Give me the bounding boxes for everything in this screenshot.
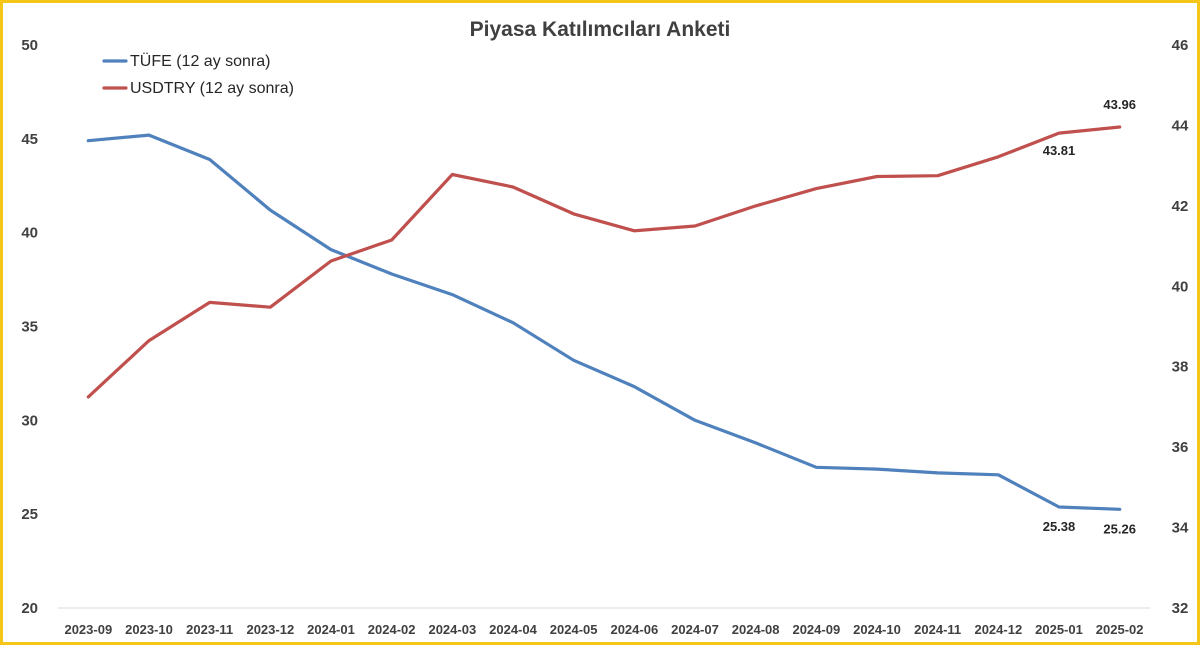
y-right-tick-label: 36 xyxy=(1172,439,1189,456)
x-tick-label: 2024-12 xyxy=(974,622,1022,637)
legend-label: USDTRY (12 ay sonra) xyxy=(130,80,294,97)
x-tick-label: 2024-04 xyxy=(489,622,537,637)
y-right-tick-label: 40 xyxy=(1172,278,1189,295)
y-right-tick-label: 42 xyxy=(1172,198,1189,215)
x-tick-label: 2024-03 xyxy=(428,622,476,637)
x-tick-label: 2024-11 xyxy=(914,622,961,637)
y-left-tick-label: 35 xyxy=(21,319,38,336)
data-label: 43.81 xyxy=(1043,143,1076,158)
y-left-tick-label: 40 xyxy=(21,225,38,242)
x-tick-label: 2025-01 xyxy=(1035,622,1083,637)
y-right-tick-label: 44 xyxy=(1172,117,1189,134)
y-right-tick-label: 46 xyxy=(1172,37,1189,54)
data-label: 25.26 xyxy=(1103,521,1136,536)
x-tick-label: 2024-02 xyxy=(368,622,416,637)
y-right-tick-label: 32 xyxy=(1172,600,1189,617)
chart-title: Piyasa Katılımcıları Anketi xyxy=(470,18,731,41)
series-line-tufe xyxy=(86,133,1122,511)
x-tick-label: 2023-09 xyxy=(64,622,112,637)
x-tick-label: 2024-01 xyxy=(307,622,355,637)
y-right-tick-label: 34 xyxy=(1172,520,1189,537)
y-right-tick-label: 38 xyxy=(1172,359,1189,376)
data-labels: 25.38 25.26 43.81 43.96 xyxy=(1043,97,1136,536)
series-line-usdtry xyxy=(86,125,1122,399)
legend-label: TÜFE (12 ay sonra) xyxy=(130,52,270,70)
y-left-tick-label: 45 xyxy=(21,131,38,148)
x-tick-label: 2024-07 xyxy=(671,622,719,637)
x-tick-label: 2025-02 xyxy=(1096,622,1144,637)
y-left-tick-label: 50 xyxy=(21,37,38,54)
data-label: 25.38 xyxy=(1043,519,1076,534)
x-tick-label: 2023-10 xyxy=(125,622,173,637)
x-tick-label: 2023-11 xyxy=(186,622,233,637)
legend: TÜFE (12 ay sonra) USDTRY (12 ay sonra) xyxy=(102,52,294,97)
x-tick-label: 2024-06 xyxy=(610,622,658,637)
data-label: 43.96 xyxy=(1103,97,1136,112)
axes: 20 25 30 35 40 45 50 32 34 36 38 40 42 44 46 2023-09 202… xyxy=(21,37,1189,637)
y-left-tick-label: 20 xyxy=(21,600,38,617)
x-tick-label: 2024-08 xyxy=(732,622,780,637)
y-left-tick-label: 25 xyxy=(21,506,38,523)
series-layer xyxy=(86,125,1122,511)
x-tick-label: 2023-12 xyxy=(246,622,294,637)
x-tick-label: 2024-05 xyxy=(550,622,598,637)
x-tick-label: 2024-10 xyxy=(853,622,901,637)
y-left-tick-label: 30 xyxy=(21,412,38,429)
x-tick-label: 2024-09 xyxy=(792,622,840,637)
